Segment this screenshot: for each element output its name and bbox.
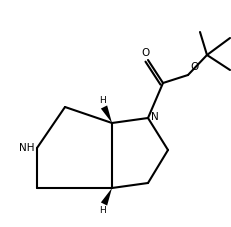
Polygon shape bbox=[101, 105, 112, 123]
Polygon shape bbox=[101, 188, 112, 206]
Text: NH: NH bbox=[19, 143, 35, 153]
Text: O: O bbox=[142, 48, 150, 58]
Text: H: H bbox=[100, 96, 106, 105]
Text: H: H bbox=[100, 206, 106, 215]
Text: O: O bbox=[190, 62, 198, 72]
Text: N: N bbox=[151, 112, 159, 122]
